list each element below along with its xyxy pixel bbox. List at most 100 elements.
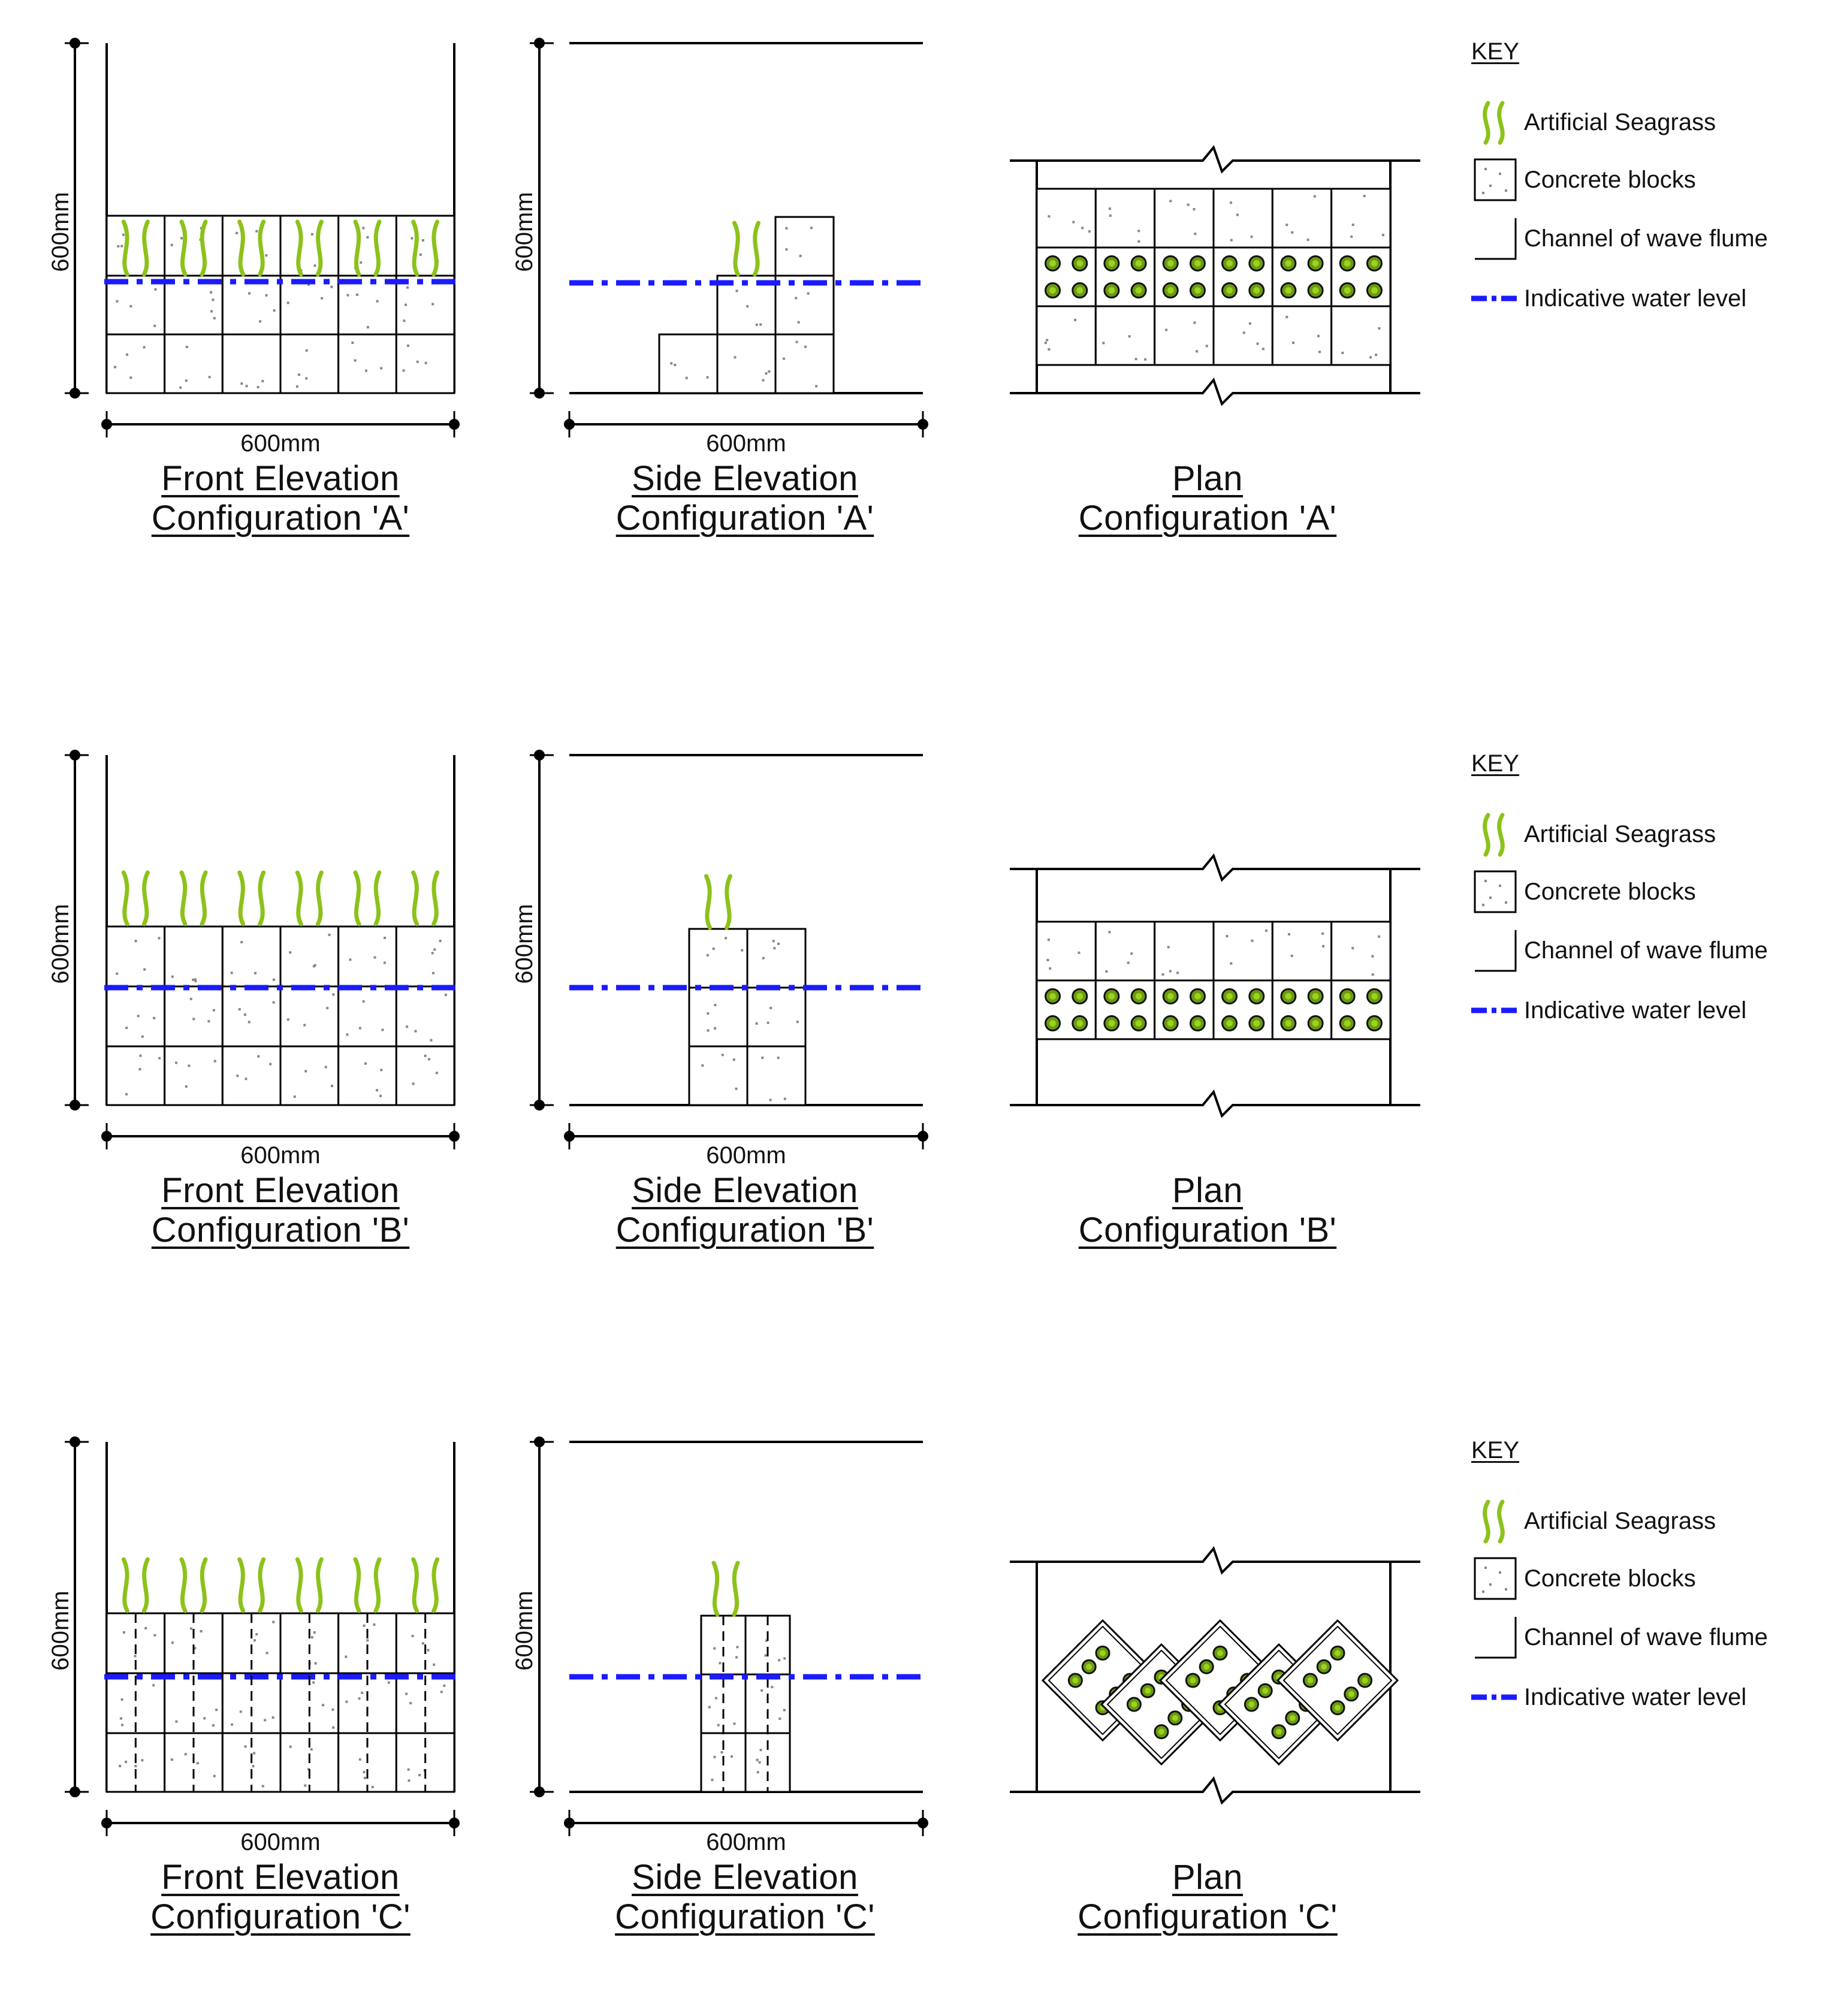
concrete-speckle <box>362 227 365 230</box>
concrete-speckle <box>297 373 300 376</box>
plan-b <box>1010 853 1420 1118</box>
seagrass-blade <box>295 1557 303 1613</box>
flume-break-line <box>1010 377 1420 406</box>
key-label: Indicative water level <box>1524 1684 1747 1710</box>
concrete-speckle <box>310 1636 313 1639</box>
channel-icon <box>1475 1617 1517 1659</box>
concrete-speckle <box>1341 351 1344 354</box>
seagrass-plan-dot-core <box>1321 1664 1327 1670</box>
water-level-icon <box>1471 1694 1519 1700</box>
seagrass-blade <box>141 219 150 277</box>
concrete-speckle <box>428 1058 431 1061</box>
concrete-speckle <box>764 1654 767 1657</box>
concrete-speckle <box>345 1700 348 1703</box>
height-dimension-label: 600mm <box>511 192 538 272</box>
concrete-block <box>1330 188 1392 249</box>
front-elevation-caption-c-line-2: Configuration 'C' <box>150 1897 411 1936</box>
concrete-block <box>1212 188 1273 249</box>
concrete-speckle <box>1074 318 1077 321</box>
concrete-speckle <box>1261 348 1264 351</box>
key-item-concrete-block: Concrete blocks <box>1471 868 1831 919</box>
concrete-speckle <box>158 1057 161 1060</box>
concrete-speckle <box>810 227 813 230</box>
concrete-speckle <box>230 971 233 974</box>
seagrass-block-plan <box>1036 246 1097 307</box>
concrete-speckle <box>125 1027 128 1030</box>
concrete-block <box>337 985 397 1048</box>
configuration-row-a: 600mm 600mm Front Elevation Configuration '… <box>0 18 1841 617</box>
concrete-speckle <box>440 1691 443 1694</box>
concrete-block <box>1212 305 1273 366</box>
concrete-speckle <box>1072 221 1075 224</box>
concrete-speckle <box>1229 201 1232 204</box>
key-label: Indicative water level <box>1524 997 1747 1024</box>
concrete-speckle <box>424 1054 427 1057</box>
concrete-speckle <box>804 345 807 348</box>
concrete-speckle <box>259 320 262 323</box>
seagrass-plan-dot-core <box>1076 260 1084 267</box>
concrete-speckle <box>120 1698 123 1701</box>
concrete-speckle <box>304 1070 307 1073</box>
concrete-speckle <box>321 297 324 300</box>
concrete-speckle <box>245 385 248 388</box>
seagrass-plan-dot-core <box>1253 993 1260 1000</box>
concrete-speckle <box>310 1748 313 1751</box>
key-item-channel: Channel of wave flume <box>1471 926 1831 978</box>
key-label: Artificial Seagrass <box>1524 109 1716 135</box>
key-label: Artificial Seagrass <box>1524 1508 1716 1534</box>
seagrass-plan-dot-core <box>1253 260 1260 267</box>
concrete-speckle <box>795 340 798 343</box>
concrete-speckle <box>756 1771 759 1774</box>
concrete-speckle <box>1363 195 1366 198</box>
concrete-speckle <box>778 1717 781 1720</box>
seagrass-plan-dot-core <box>1371 993 1378 1000</box>
concrete-speckle <box>358 1027 361 1030</box>
concrete-speckle <box>351 341 354 344</box>
dimension-end-dot <box>564 1818 575 1828</box>
concrete-block <box>1271 921 1333 982</box>
concrete-speckle <box>1205 345 1208 348</box>
concrete-speckle <box>137 1015 140 1018</box>
concrete-speckle <box>706 376 709 379</box>
concrete-speckle <box>720 1751 723 1754</box>
concrete-speckle <box>1317 334 1320 337</box>
concrete-speckle <box>761 1057 764 1060</box>
channel-icon <box>1475 930 1517 972</box>
concrete-speckle <box>387 1681 390 1684</box>
concrete-speckle <box>194 1647 197 1650</box>
concrete-speckle <box>134 1655 137 1658</box>
front-elevation-caption-b-line-2: Configuration 'B' <box>151 1211 410 1250</box>
seagrass-plan-dot-core <box>1312 287 1319 294</box>
concrete-speckle <box>707 1012 710 1015</box>
seagrass-block-plan <box>1330 979 1392 1040</box>
concrete-speckle <box>755 323 758 326</box>
concrete-speckle <box>1230 962 1233 965</box>
concrete-speckle <box>778 1659 781 1662</box>
concrete-speckle <box>188 1064 191 1067</box>
dimension-end-dot <box>564 419 575 430</box>
concrete-speckle <box>384 936 387 939</box>
seagrass-blade <box>373 1557 382 1613</box>
seagrass-block-plan <box>1154 979 1215 1040</box>
key-item-concrete-block: Concrete blocks <box>1471 156 1831 207</box>
key-legend-a: KEY Artificial Seagrass Concrete blocks Cha… <box>1471 38 1831 320</box>
seagrass-block-plan <box>1094 979 1156 1040</box>
concrete-speckle <box>713 1647 716 1650</box>
concrete-speckle <box>755 1022 758 1025</box>
seagrass-plan-dot-core <box>1049 260 1056 267</box>
seagrass-blade <box>295 219 303 277</box>
seagrass-blade <box>732 221 740 277</box>
concrete-block <box>1330 921 1392 982</box>
seagrass-plan-dot-core <box>1253 1020 1260 1027</box>
seagrass-plan-dot-core <box>1145 1688 1151 1694</box>
seagrass-blade <box>315 870 324 926</box>
concrete-speckle <box>1137 230 1140 233</box>
concrete-block <box>658 333 719 394</box>
seagrass-plan-dot-core <box>1194 1020 1201 1027</box>
concrete-speckle <box>406 1025 409 1028</box>
concrete-speckle <box>212 298 215 301</box>
concrete-speckle <box>240 382 243 385</box>
seagrass-plan-dot-core <box>1285 260 1292 267</box>
concrete-speckle <box>1236 213 1239 216</box>
concrete-speckle <box>444 994 447 997</box>
